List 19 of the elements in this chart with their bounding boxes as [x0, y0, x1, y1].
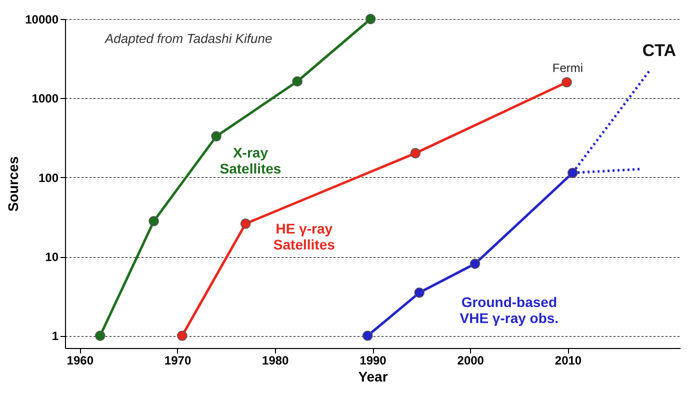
- series-label: Ground-based VHE γ-ray obs.: [460, 294, 559, 326]
- x-tick-label: 1960: [66, 354, 94, 368]
- x-axis-title: Year: [358, 368, 388, 384]
- y-tick-label: 100: [38, 170, 59, 185]
- annotation: Adapted from Tadashi Kifune: [104, 31, 272, 46]
- x-tick-label: 2000: [457, 354, 484, 368]
- x-tick-label: 2010: [554, 354, 582, 368]
- y-tick-label: 1: [52, 329, 59, 344]
- y-axis-title: Sources: [5, 156, 22, 212]
- annotation: Fermi: [552, 61, 584, 76]
- series-label: X-ray Satellites: [220, 144, 282, 177]
- y-tick-label: 10000: [25, 12, 59, 26]
- annotation: CTA: [642, 41, 676, 60]
- y-tick-label: 1000: [32, 92, 59, 106]
- series-label: HE γ-ray Satellites: [273, 220, 336, 252]
- x-tick-label: 1990: [360, 354, 387, 368]
- y-tick-label: 10: [45, 250, 59, 264]
- x-tick-label: 1980: [262, 354, 290, 368]
- x-tick-label: 1970: [164, 354, 192, 368]
